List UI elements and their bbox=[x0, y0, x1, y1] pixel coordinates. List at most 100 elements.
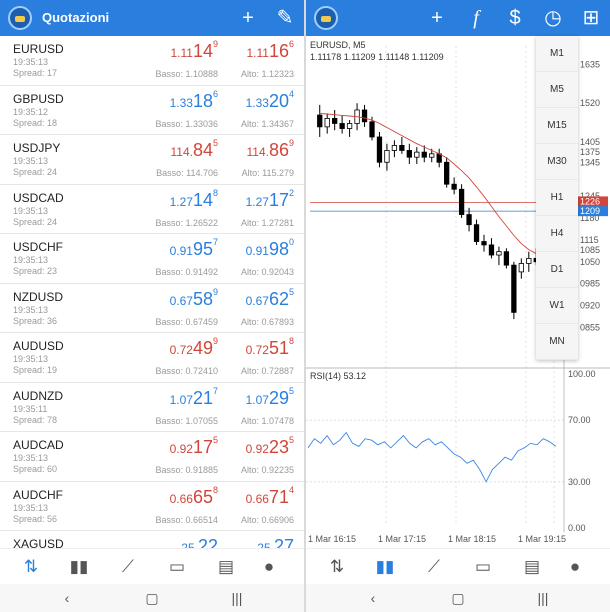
quote-time: 19:35:13 bbox=[13, 255, 49, 265]
timeframe-item-m15[interactable]: M15 bbox=[536, 108, 578, 144]
quotes-icon[interactable]: ⇅ bbox=[23, 557, 39, 576]
ask-price-prefix: 1.33 bbox=[245, 95, 269, 110]
bid-price: 1.27148 bbox=[170, 188, 218, 211]
news-icon[interactable]: ▤ bbox=[523, 557, 541, 576]
candle-body bbox=[339, 123, 345, 129]
bid-price-main: 49 bbox=[192, 338, 213, 358]
bid-price-prefix: 1.33 bbox=[169, 95, 193, 110]
chart-icon[interactable]: ▮▮ bbox=[375, 557, 395, 576]
bid-price-pip: 8 bbox=[212, 484, 218, 495]
new-document-icon[interactable]: ⊞ bbox=[582, 7, 600, 29]
timeframe-item-h4[interactable]: H4 bbox=[536, 216, 578, 252]
ask-badge-label: 1209 bbox=[580, 206, 600, 216]
timeframe-item-m1[interactable]: M1 bbox=[536, 36, 578, 72]
ask-price-main: 16 bbox=[268, 41, 289, 61]
quote-row[interactable]: NZDUSD 19:35:13 Spread: 36 0.67589 0.67625 Ba… bbox=[0, 284, 304, 333]
quote-spread: Spread: 56 bbox=[13, 513, 58, 524]
bid-price-prefix: 0.67 bbox=[169, 293, 193, 308]
quote-symbol: AUDCHF bbox=[13, 487, 63, 502]
quote-low: Basso: 0.66514 bbox=[155, 514, 218, 525]
time-tick-label: 1 Mar 17:15 bbox=[378, 534, 426, 544]
candle-body bbox=[324, 118, 330, 128]
timeframe-item-m30[interactable]: M30 bbox=[536, 144, 578, 180]
function-icon[interactable]: f bbox=[473, 7, 479, 29]
pencil-icon[interactable]: ✎ bbox=[276, 7, 294, 29]
back-icon[interactable]: ‹ bbox=[370, 590, 376, 606]
history-icon[interactable]: ▭ bbox=[474, 557, 492, 576]
price-tick-label: 1085 bbox=[580, 245, 600, 255]
quote-row[interactable]: USDCHF 19:35:13 Spread: 23 0.91957 0.91980 Ba… bbox=[0, 234, 304, 284]
app-logo-icon[interactable] bbox=[8, 6, 32, 30]
bid-price-prefix: 0.92 bbox=[169, 442, 193, 456]
quote-symbol: USDCAD bbox=[13, 190, 64, 205]
recents-icon[interactable]: ||| bbox=[537, 590, 549, 606]
quote-symbol: EURUSD bbox=[13, 42, 64, 56]
quote-row[interactable]: AUDUSD 19:35:13 Spread: 19 0.72499 0.72518 Ba… bbox=[0, 333, 304, 383]
quote-high: Alto: 0.92235 bbox=[240, 465, 294, 475]
quote-row[interactable]: USDJPY 19:35:13 Spread: 24 114.845 114.869 Ba… bbox=[0, 135, 304, 185]
quote-time: 19:35:11 bbox=[13, 403, 48, 414]
bid-price: 1.11149 bbox=[170, 39, 218, 62]
ask-price: 0.67625 bbox=[246, 286, 294, 310]
timeframe-item-h1[interactable]: H1 bbox=[536, 180, 578, 216]
ask-price: 0.66714 bbox=[246, 485, 294, 508]
chart-area[interactable]: 1635 1520 1405 1375 1345 1245 1180 1115 1085 1050… bbox=[306, 36, 610, 548]
candle-body bbox=[317, 114, 323, 128]
timeframe-item-d1[interactable]: D1 bbox=[536, 252, 578, 288]
timeframe-item-m5[interactable]: M5 bbox=[536, 72, 578, 108]
quote-row[interactable]: GBPUSD 19:35:12 Spread: 18 1.33186 1.33204 Ba… bbox=[0, 86, 304, 135]
candle-body bbox=[429, 153, 435, 158]
home-icon[interactable]: ▢ bbox=[145, 590, 159, 606]
trade-icon[interactable]: $ bbox=[509, 7, 521, 29]
ask-price: 1.33204 bbox=[245, 89, 294, 112]
quote-low: Basso: 0.72410 bbox=[155, 366, 218, 376]
clock-icon[interactable]: ◷ bbox=[544, 7, 562, 29]
plus-icon[interactable]: + bbox=[242, 7, 254, 29]
ask-price-prefix: 1.27 bbox=[245, 194, 269, 209]
timeframe-item-mn[interactable]: MN bbox=[536, 324, 578, 360]
bid-price: 1.07217 bbox=[170, 386, 218, 409]
quote-row[interactable]: AUDCHF 19:35:13 Spread: 56 0.66658 0.66714 Ba… bbox=[0, 482, 304, 531]
ask-price-main: 20 bbox=[268, 90, 289, 111]
timeframe-item-w1[interactable]: W1 bbox=[536, 288, 578, 324]
quote-row[interactable]: USDCAD 19:35:13 Spread: 24 1.27148 1.27172 Ba… bbox=[0, 185, 304, 234]
quote-row[interactable]: AUDNZD 19:35:11 Spread: 78 1.07217 1.07295 Ba… bbox=[0, 383, 304, 432]
plus-icon[interactable]: + bbox=[431, 7, 443, 29]
trade-icon[interactable]: ⟋ bbox=[428, 557, 440, 576]
price-tick-label: 0855 bbox=[580, 323, 600, 333]
candle-body bbox=[526, 258, 532, 264]
quotes-icon[interactable]: ⇅ bbox=[329, 557, 345, 576]
quote-low: Basso: 0.91885 bbox=[155, 465, 218, 475]
quote-spread: Spread: 19 bbox=[13, 365, 58, 375]
home-icon[interactable]: ▢ bbox=[451, 590, 465, 606]
price-tick-label: 1635 bbox=[580, 59, 600, 69]
bid-price: 25.22 bbox=[181, 536, 218, 548]
quotes-topbar: Quotazioni + ✎ bbox=[0, 0, 304, 36]
chart-icon[interactable]: ▮▮ bbox=[69, 557, 89, 576]
trade-icon[interactable]: ⟋ bbox=[122, 557, 134, 576]
recents-icon[interactable]: ||| bbox=[231, 590, 243, 606]
ask-price-main: 71 bbox=[268, 486, 289, 507]
back-icon[interactable]: ‹ bbox=[64, 590, 70, 606]
bid-price-pip: 9 bbox=[212, 39, 218, 49]
app-logo-icon[interactable] bbox=[314, 6, 338, 30]
quote-row[interactable]: AUDCAD 19:35:13 Spread: 60 0.92175 0.92235 Ba… bbox=[0, 432, 304, 482]
quote-row[interactable]: XAGUSD 25.22 25.27 bbox=[0, 531, 304, 548]
ask-price-pip: 5 bbox=[288, 286, 294, 297]
bid-price-main: 17 bbox=[192, 437, 213, 457]
bid-price-pip: 9 bbox=[212, 286, 218, 297]
quote-time: 19:35:12 bbox=[13, 106, 49, 117]
system-nav: ‹ ▢ ||| bbox=[306, 584, 610, 612]
ask-price-main: 51 bbox=[268, 338, 289, 358]
bid-price-main: 21 bbox=[192, 387, 213, 408]
history-icon[interactable]: ▭ bbox=[168, 557, 186, 576]
candle-body bbox=[406, 150, 412, 158]
news-icon[interactable]: ▤ bbox=[217, 557, 235, 576]
quote-row[interactable]: EURUSD 19:35:13 Spread: 17 1.11149 1.11166 Ba… bbox=[0, 36, 304, 86]
candle-body bbox=[361, 109, 368, 123]
quote-high: Alto: 115.279 bbox=[241, 168, 294, 178]
chat-icon[interactable]: ● bbox=[569, 557, 581, 576]
chat-icon[interactable]: ● bbox=[263, 557, 275, 576]
quote-time: 19:35:13 bbox=[13, 156, 49, 166]
